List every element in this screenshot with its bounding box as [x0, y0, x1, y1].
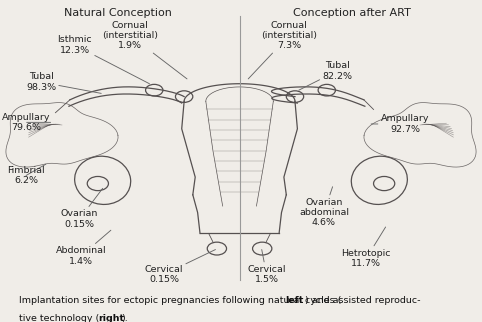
Text: Ovarian
0.15%: Ovarian 0.15%: [61, 188, 103, 229]
Text: Isthmic
12.3%: Isthmic 12.3%: [57, 35, 149, 84]
Text: Tubal
82.2%: Tubal 82.2%: [299, 61, 352, 90]
Text: Ampullary
79.6%: Ampullary 79.6%: [2, 113, 51, 132]
Text: Cornual
(interstitial)
7.3%: Cornual (interstitial) 7.3%: [248, 21, 317, 79]
Text: right: right: [98, 314, 124, 322]
Text: Tubal
98.3%: Tubal 98.3%: [26, 72, 101, 93]
Text: Ovarian
abdominal
4.6%: Ovarian abdominal 4.6%: [299, 187, 349, 227]
Text: Cervical
1.5%: Cervical 1.5%: [247, 250, 286, 284]
Text: Cervical
0.15%: Cervical 0.15%: [145, 250, 215, 284]
Text: Implantation sites for ectopic pregnancies following natural cycles (: Implantation sites for ectopic pregnanci…: [19, 296, 342, 305]
Text: left: left: [285, 296, 304, 305]
Text: Ampullary
92.7%: Ampullary 92.7%: [371, 114, 429, 134]
Text: Fimbrial
6.2%: Fimbrial 6.2%: [7, 164, 46, 185]
Text: Abdominal
1.4%: Abdominal 1.4%: [55, 230, 111, 266]
Text: Cornual
(interstitial)
1.9%: Cornual (interstitial) 1.9%: [102, 21, 187, 79]
Text: tive technology (: tive technology (: [19, 314, 99, 322]
Text: ) and assisted reproduc-: ) and assisted reproduc-: [305, 296, 420, 305]
Text: ).: ).: [121, 314, 128, 322]
Text: Hetrotopic
11.7%: Hetrotopic 11.7%: [342, 227, 391, 268]
Text: Natural Conception: Natural Conception: [64, 8, 172, 18]
Text: Conception after ART: Conception after ART: [293, 8, 411, 18]
